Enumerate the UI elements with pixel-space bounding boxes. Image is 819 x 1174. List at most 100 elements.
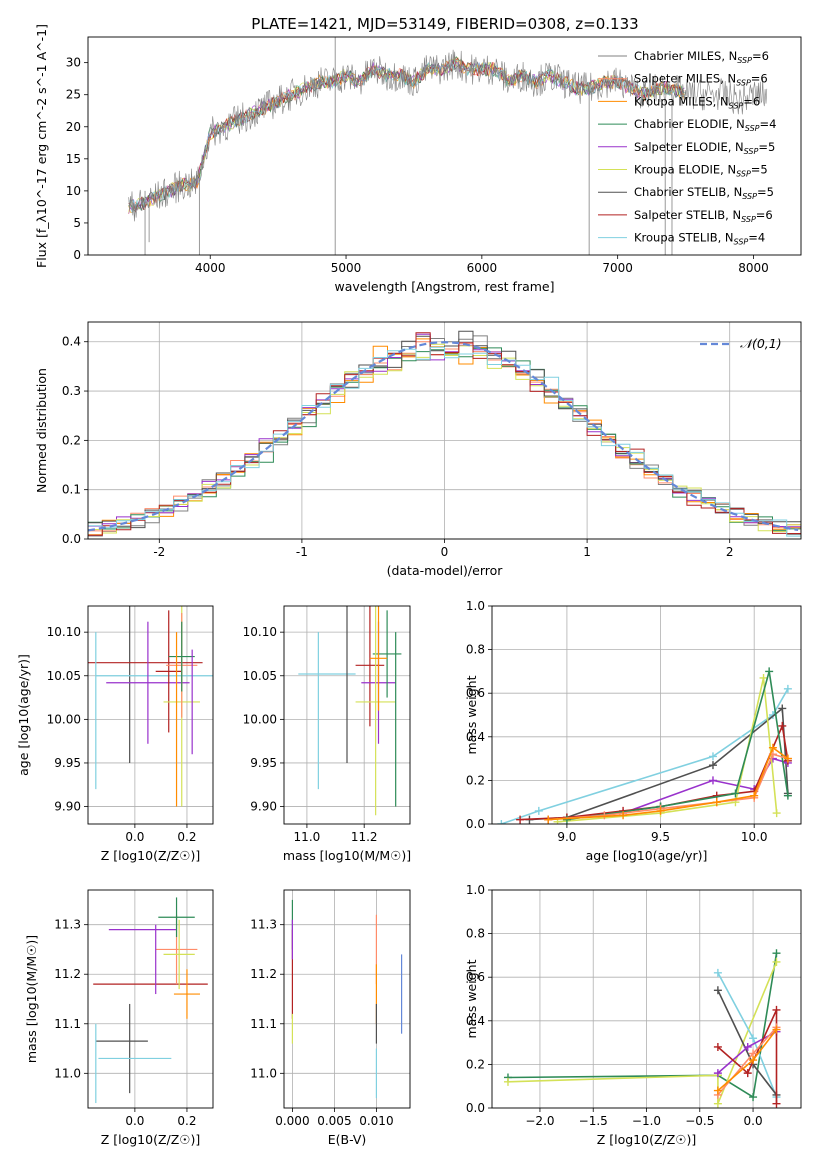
weight-marker [713,1099,722,1108]
x-axis-label: mass [log10(M/M☉)] [283,848,411,863]
legend-label: Chabrier MILES, NSSP=6 [634,49,769,65]
axes-frame [87,605,214,825]
y-tick-label: 11.3 [54,918,81,932]
weight-lines [497,667,792,824]
weight-marker [772,1025,781,1034]
y-tick-label: 0.6 [466,686,485,700]
x-tick-label: −1.5 [579,1114,608,1128]
weight-marker [749,1093,758,1102]
y-tick-label: 10 [66,184,81,198]
mass-vs-EBV-grid [284,890,410,1108]
weight-marker [772,1005,781,1014]
weight-marker [713,968,722,977]
legend-label: Kroupa ELODIE, NSSP=5 [634,163,768,179]
y-tick-label: 0.0 [466,817,485,831]
weight-marker [778,704,787,713]
weight-marker [783,684,792,693]
x-axis-label: Z [log10(Z/Z☉)] [101,1132,201,1147]
x-tick-label: 11.2 [351,830,378,844]
x-tick-label: −2.0 [525,1114,554,1128]
x-axis-label: wavelength [Angstrom, rest frame] [334,279,554,294]
y-tick-label: 9.95 [54,756,81,770]
weight-marker [712,798,721,807]
error-bars [298,606,402,816]
y-tick-label: 0.0 [466,1101,485,1115]
weight-marker [749,1056,758,1065]
x-tick-label: 10.0 [741,830,768,844]
legend-label: Chabrier ELODIE, NSSP=4 [634,117,776,133]
x-tick-label: 8000 [738,261,769,275]
x-tick-label: 9.5 [651,830,670,844]
x-tick-label: −1.0 [632,1114,661,1128]
x-axis-label: E(B-V) [328,1132,367,1147]
weight-marker [708,752,717,761]
weight-series-line [507,953,778,1099]
weight-marker [656,806,665,815]
legend-label: Salpeter STELIB, NSSP=6 [634,208,773,224]
error-bars [88,606,213,807]
y-tick-label: 0.8 [466,643,485,657]
x-tick-label: 0.0 [744,1114,763,1128]
spectrum-lines [128,37,768,255]
axes-frame [283,605,411,825]
y-tick-label: 0.4 [466,1014,485,1028]
x-tick-label: 0.0 [125,1114,144,1128]
x-tick-label: 1 [583,545,591,559]
x-tick-label: 0.2 [177,830,196,844]
weight-series-line [557,677,778,823]
weight-marker [759,673,768,682]
weight-marker [600,811,609,820]
weight-marker [783,754,792,763]
y-tick-label: 10.00 [47,712,81,726]
y-tick-label: 9.95 [250,756,277,770]
weight-marker [534,806,543,815]
error-bars [291,899,403,1099]
weight-marker [713,1086,722,1095]
x-tick-label: 6000 [467,261,498,275]
axes-frame [491,605,802,825]
y-tick-label: 11.1 [250,1017,277,1031]
legend-label: Chabrier STELIB, NSSP=5 [634,185,774,201]
weight-marker [708,776,717,785]
y-tick-label: 15 [66,152,81,166]
y-tick-label: 11.0 [54,1066,81,1080]
y-tick-label: 0.0 [62,532,81,546]
weight-marker [743,1069,752,1078]
y-axis-label: Flux [f_λ10^-17 erg cm^-2 s^-1 A^-1] [34,24,49,268]
weight-series-line [507,961,778,1104]
figure-title: PLATE=1421, MJD=53149, FIBERID=0308, z=0… [251,15,638,33]
spectrum-panel: 4000 5000 6000 7000 8000 0 5 10 15 20 25 30 waveleng… [34,24,802,294]
y-tick-label: 0.1 [62,483,81,497]
y-tick-label: 30 [66,56,81,70]
y-tick-label: 10.05 [47,669,81,683]
x-axis-label: Z [log10(Z/Z☉)] [101,848,201,863]
weight-marker [562,815,571,824]
axes-frame [87,36,802,256]
legend-label: Salpeter ELODIE, NSSP=5 [634,140,775,156]
legend-label: 𝒩(0,1) [740,336,782,351]
mass-vs-Z-panel: 0.0 0.2 11.0 11.1 11.2 11.3 Z [log10(Z/Z☉)] mas… [24,889,214,1147]
weight-marker [772,949,781,958]
y-tick-label: 10.00 [243,712,277,726]
y-tick-label: 20 [66,120,81,134]
weight-marker [503,1077,512,1086]
chart-layer: 4000 5000 6000 7000 8000051015202530waveleng… [16,24,802,1147]
x-axis-label: Z [log10(Z/Z☉)] [597,1132,697,1147]
massweight-vs-age-panel: 9.0 9.5 10.0 0.0 0.2 0.4 0.6 0.8 1.0 age [log10(a… [464,599,802,863]
weight-series-line [717,1009,778,1104]
y-tick-label: 0.6 [466,970,485,984]
mass-vs-Z-grid [88,890,213,1108]
x-tick-label: 5000 [331,261,362,275]
y-tick-label: 11.0 [250,1066,277,1080]
x-tick-label: 0.010 [359,1114,393,1128]
spectrum-legend: Chabrier MILES, NSSP=6 Salpeter MILES, NS… [598,49,776,247]
y-axis-label: mass weight [464,959,479,1038]
y-tick-label: 9.90 [54,800,81,814]
weight-marker [772,1099,781,1108]
y-axis-label: mass weight [464,675,479,754]
y-tick-label: 0.8 [466,927,485,941]
y-axis-label: age [log10(age/yr)] [16,654,31,776]
axes-frame [87,889,214,1109]
x-tick-label: 0 [441,545,449,559]
